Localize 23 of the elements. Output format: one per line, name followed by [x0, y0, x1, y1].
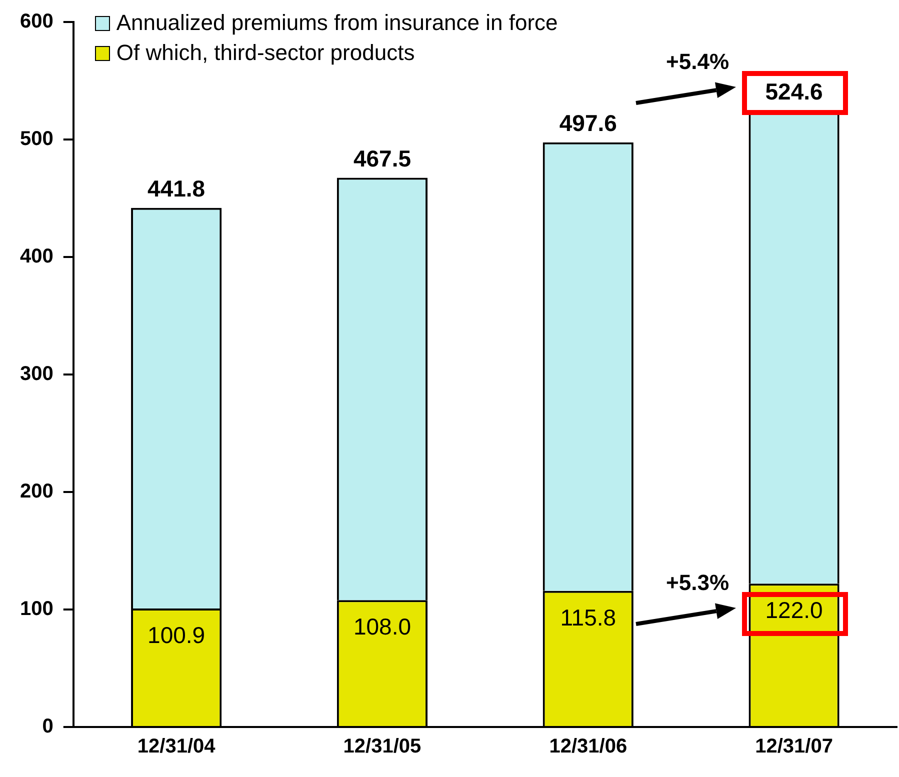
total-label: 441.8 [148, 176, 206, 202]
legend-label: Annualized premiums from insurance in force [116, 9, 558, 37]
total-label: 524.6 [765, 78, 823, 104]
y-tick-label: 500 [20, 128, 54, 150]
y-tick-label: 200 [20, 480, 54, 503]
annotation: +5.3% [666, 570, 730, 596]
total-label: 497.6 [559, 110, 617, 136]
y-tick-label: 100 [20, 598, 54, 620]
y-tick-label: 600 [20, 10, 54, 33]
x-tick-label: 12/31/05 [343, 736, 422, 758]
data-label: 100.9 [148, 622, 206, 648]
total-label: 467.5 [353, 146, 412, 172]
x-tick-label: 12/31/04 [137, 736, 216, 758]
y-tick-label: 300 [20, 363, 54, 386]
x-tick-label: 12/31/06 [549, 736, 628, 758]
annotation: +5.4% [666, 48, 730, 75]
legend-label: Of which, third-sector products [116, 39, 415, 67]
data-label: 108.0 [353, 613, 412, 640]
x-tick-label: 12/31/07 [755, 736, 833, 758]
y-tick-label: 400 [20, 246, 54, 268]
data-label: 115.8 [560, 604, 616, 630]
data-label: 122.0 [765, 596, 823, 623]
y-tick-label: 0 [42, 716, 54, 738]
